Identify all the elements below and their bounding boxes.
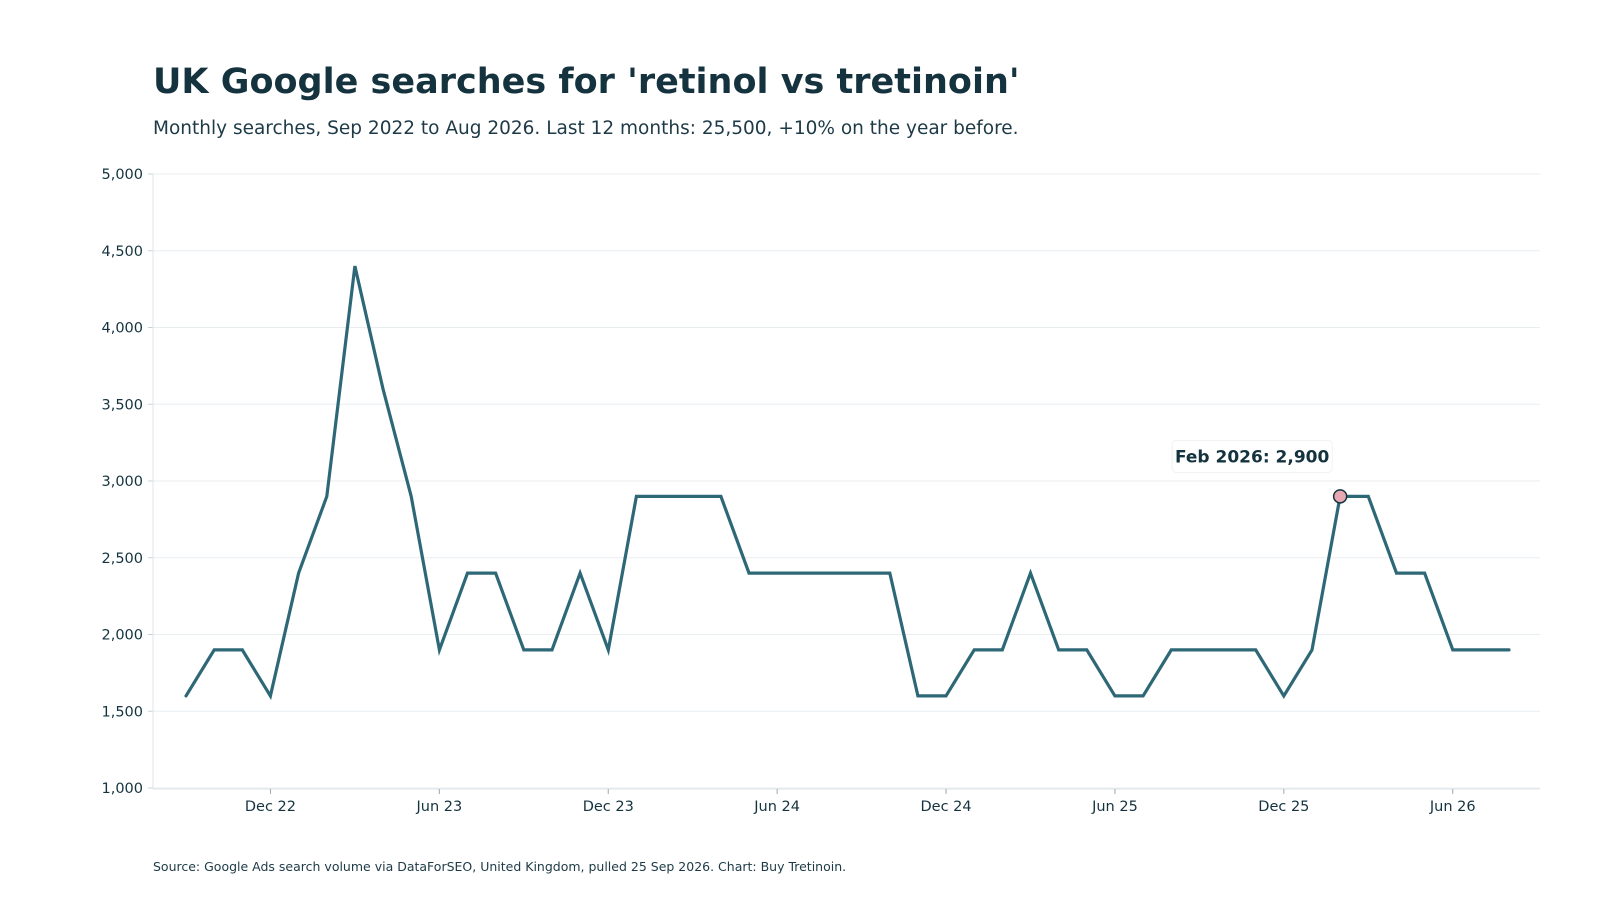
x-tick-label: Dec 22 xyxy=(245,799,296,815)
x-tick-label: Jun 25 xyxy=(1091,799,1138,815)
y-tick-label: 4,000 xyxy=(101,321,143,337)
chart-title: UK Google searches for 'retinol vs treti… xyxy=(153,62,1020,102)
y-tick-label: 3,500 xyxy=(101,397,143,413)
highlight-marker xyxy=(1332,489,1348,504)
x-tick-label: Dec 24 xyxy=(920,799,971,815)
y-tick-label: 3,000 xyxy=(101,474,143,490)
chart-subtitle: Monthly searches, Sep 2022 to Aug 2026. … xyxy=(153,118,1019,139)
x-tick-label: Dec 23 xyxy=(583,799,634,815)
x-tick-label: Dec 25 xyxy=(1258,799,1309,815)
annotation-box xyxy=(1171,439,1333,473)
y-tick-label: 2,500 xyxy=(101,551,143,567)
annotation-label: Feb 2026: 2,900 xyxy=(1175,447,1330,467)
x-tick-label: Jun 23 xyxy=(415,799,462,815)
x-tick-label: Jun 24 xyxy=(753,799,800,815)
y-tick-label: 5,000 xyxy=(101,167,143,183)
x-tick-label: Jun 26 xyxy=(1429,799,1476,815)
source-note: Source: Google Ads search volume via Dat… xyxy=(153,859,847,874)
y-tick-label: 1,500 xyxy=(101,704,143,720)
y-tick-label: 4,500 xyxy=(101,244,143,260)
y-tick-label: 2,000 xyxy=(101,628,143,644)
series-line xyxy=(184,265,1511,701)
y-tick-label: 1,000 xyxy=(101,781,143,797)
